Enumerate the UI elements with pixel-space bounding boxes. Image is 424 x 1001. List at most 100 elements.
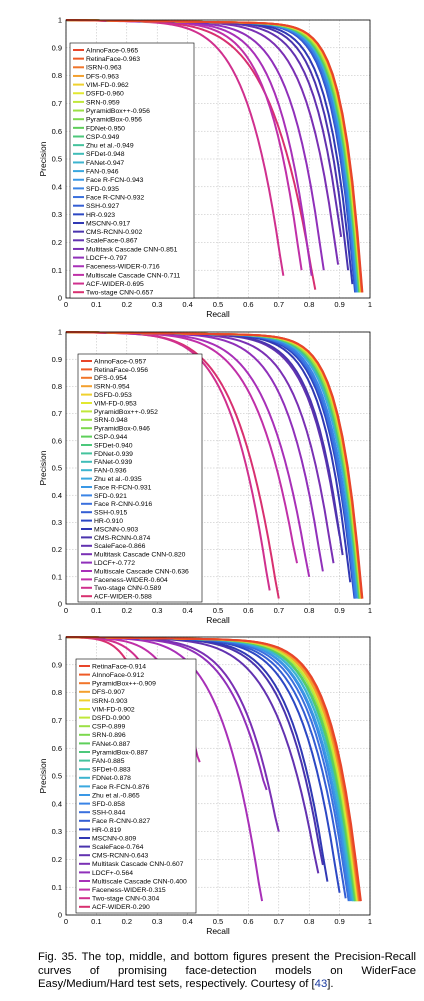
x-tick-label: 0 (64, 300, 68, 309)
legend-entry: SRN-0.896 (92, 732, 126, 739)
x-tick-label: 0.1 (91, 917, 101, 926)
legend-entry: SFDet-0.883 (92, 767, 131, 774)
y-tick-label: 0 (58, 911, 62, 920)
legend-entry: ISRN-0.954 (94, 384, 130, 391)
legend-entry: Two-stage CNN-0.304 (92, 896, 159, 903)
caption-text: Fig. 35. The top, middle, and bottom fig… (38, 951, 416, 991)
y-tick-label: 0.4 (52, 799, 62, 808)
legend-entry: FAN-0.946 (86, 169, 119, 176)
curves-group (66, 331, 364, 599)
legend-entry: FAN-0.936 (94, 468, 127, 475)
curves-group (66, 19, 364, 293)
legend-entry: SFD-0.858 (92, 801, 125, 808)
y-tick-label: 0.4 (52, 182, 62, 191)
legend-entry: MSCNN-0.903 (94, 526, 138, 533)
legend-entry: Face R-CNN-0.916 (94, 501, 152, 508)
caption-reference-link[interactable]: 43 (314, 978, 328, 991)
x-tick-label: 0 (64, 917, 68, 926)
x-tick-label: 0.3 (152, 300, 162, 309)
legend-entry: PyramidBox-0.946 (94, 426, 150, 433)
y-tick-label: 0.4 (52, 491, 62, 500)
legend-entry: Multitask Cascade CNN-0.607 (92, 861, 184, 868)
legend-entry: CSP-0.944 (94, 434, 127, 441)
legend-entry: ISRN-0.903 (92, 698, 128, 705)
legend-entry: DFS-0.907 (92, 689, 125, 696)
x-tick-label: 0.4 (182, 606, 192, 615)
y-tick-label: 0 (58, 294, 62, 303)
y-tick-label: 0.1 (52, 883, 62, 892)
legend-entry: DFS-0.954 (94, 375, 127, 382)
legend-entry: VIM-FD-0.902 (92, 706, 135, 713)
x-tick-label: 0.9 (334, 300, 344, 309)
legend-box (75, 658, 197, 914)
x-tick-label: 0.4 (182, 917, 192, 926)
x-tick-label: 0.6 (243, 606, 253, 615)
legend-entry: ScaleFace-0.764 (92, 844, 144, 851)
legend-entry: Two-stage CNN-0.589 (94, 585, 161, 592)
x-tick-label: 0.8 (304, 917, 314, 926)
legend: RetinaFace-0.914 AInnoFace-0.912 PyramidBo… (75, 658, 197, 914)
legend-entry: SFDet-0.948 (86, 151, 125, 158)
chart-svg: 0 0.1 0.2 0.3 0.4 0.5 0.6 0.7 0.8 0.9 1 0 0.1 0.2 0.3 0… (38, 16, 372, 319)
legend-entry: FDNet-0.939 (94, 451, 133, 458)
legend-entry: CMS-RCNN-0.902 (86, 229, 142, 236)
legend-entry: FAN-0.885 (92, 758, 125, 765)
legend-entry: Face R-FCN-0.876 (92, 784, 150, 791)
legend-entry: RetinaFace-0.914 (92, 663, 146, 670)
x-tick-label: 0.3 (152, 917, 162, 926)
x-tick-label: 0.6 (243, 300, 253, 309)
y-axis-label: Precision (38, 141, 48, 176)
legend-entry: HR-0.819 (92, 827, 121, 834)
legend-entry: Multiscale Cascade CNN-0.636 (94, 568, 189, 575)
legend-entry: Multiscale Cascade CNN-0.400 (92, 878, 187, 885)
y-tick-label: 0.9 (52, 43, 62, 52)
legend-entry: SFD-0.935 (86, 186, 119, 193)
x-tick-label: 0.5 (213, 300, 223, 309)
legend-box (77, 353, 203, 603)
x-tick-label: 0.2 (122, 300, 132, 309)
legend: AInnoFace-0.965 RetinaFace-0.963 ISRN-0.96… (69, 42, 195, 299)
legend-entry: CMS-RCNN-0.643 (92, 853, 148, 860)
legend-entry: ACF-WIDER-0.695 (86, 281, 144, 288)
legend-box (69, 42, 195, 299)
y-tick-label: 0.5 (52, 155, 62, 164)
legend-entry: SSH-0.927 (86, 203, 119, 210)
y-tick-label: 0.1 (52, 572, 62, 581)
pr-curve-ainnoface-0-965 (66, 19, 364, 293)
legend-entry: SRN-0.948 (94, 417, 128, 424)
legend-entry: Face R-FCN-0.931 (94, 484, 152, 491)
pr-curve-retinaface-0-914 (66, 636, 362, 902)
legend-entry: PyramidBox-0.887 (92, 749, 148, 756)
legend-entry: AInnoFace-0.965 (86, 47, 138, 54)
legend-entry: PyramidBox-0.956 (86, 117, 142, 124)
legend-entry: SFD-0.921 (94, 493, 127, 500)
x-tick-label: 1 (368, 917, 372, 926)
y-tick-label: 0.8 (52, 688, 62, 697)
legend-entry: DFS-0.963 (86, 73, 119, 80)
y-tick-label: 0.3 (52, 518, 62, 527)
x-tick-label: 0.7 (274, 300, 284, 309)
y-tick-label: 0.3 (52, 210, 62, 219)
legend-entry: ACF-WIDER-0.588 (94, 594, 152, 601)
legend-entry: ScaleFace-0.867 (86, 238, 138, 245)
legend-entry: FDNet-0.878 (92, 775, 131, 782)
y-tick-label: 0.6 (52, 127, 62, 136)
y-axis-label: Precision (38, 758, 48, 793)
legend-entry: Multiscale Cascade CNN-0.711 (86, 272, 181, 279)
legend-entry: SFDet-0.940 (94, 442, 133, 449)
legend-entry: MSCNN-0.809 (92, 835, 136, 842)
legend-entry: DSFD-0.960 (86, 91, 124, 98)
x-tick-label: 0.2 (122, 917, 132, 926)
legend-entry: Face R-CNN-0.932 (86, 194, 144, 201)
legend-entry: Multitask Cascade CNN-0.851 (86, 246, 178, 253)
y-tick-label: 0.1 (52, 266, 62, 275)
x-tick-label: 0 (64, 606, 68, 615)
legend-entry: LDCF+-0.564 (92, 870, 133, 877)
legend-entry: DSFD-0.953 (94, 392, 132, 399)
legend-entry: HR-0.910 (94, 518, 123, 525)
y-tick-label: 0.7 (52, 99, 62, 108)
y-tick-label: 1 (58, 16, 62, 25)
x-tick-label: 0.5 (213, 606, 223, 615)
pr-curve-ainnoface-0-957 (66, 331, 364, 599)
y-tick-label: 0.5 (52, 464, 62, 473)
